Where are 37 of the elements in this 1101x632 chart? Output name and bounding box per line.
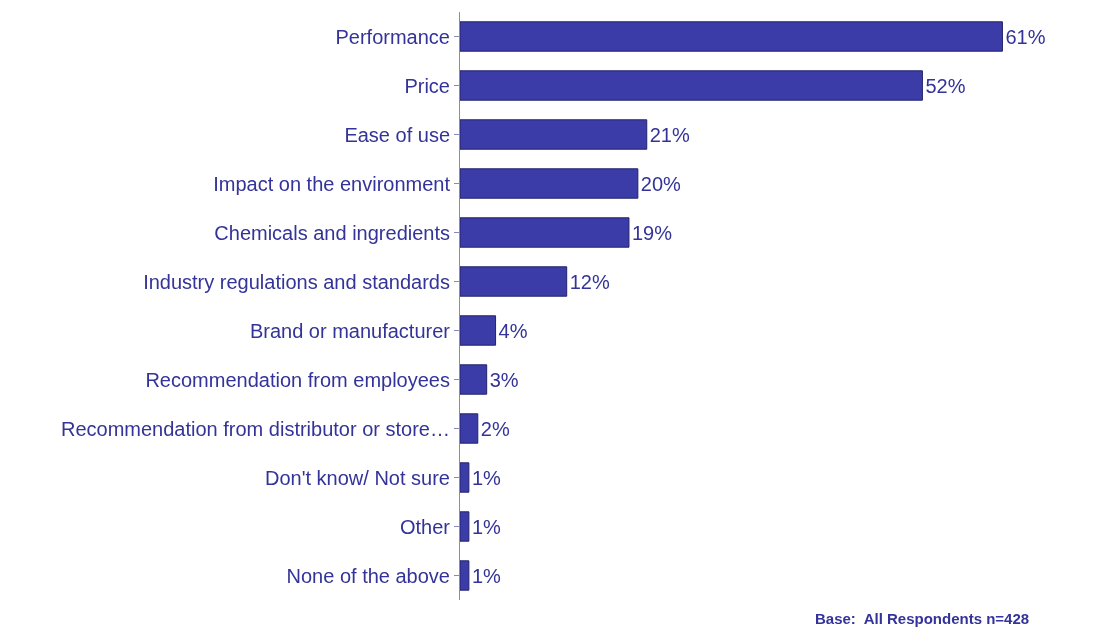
data-label: 61% — [1005, 25, 1046, 48]
y-tick-label: Impact on the environment — [213, 172, 451, 195]
bar — [460, 119, 648, 150]
bar — [460, 21, 1003, 52]
bar — [460, 266, 568, 297]
data-label: 21% — [649, 123, 690, 146]
bar — [460, 462, 470, 493]
data-label: 2% — [480, 417, 510, 440]
data-label: 20% — [640, 172, 682, 195]
bar — [460, 217, 630, 248]
data-label: 19% — [631, 221, 673, 244]
y-tick-label: Don't know/ Not sure — [264, 466, 450, 489]
y-tick-label: Brand or manufacturer — [249, 319, 451, 342]
y-tick-label: Price — [404, 74, 450, 97]
bar — [460, 168, 639, 199]
bar — [460, 364, 488, 395]
text: Base: All Respondents n=428 — [815, 610, 1030, 627]
bar — [460, 315, 497, 346]
bar — [460, 70, 923, 101]
y-tick-label: Recommendation from employees — [145, 368, 450, 391]
data-label: 4% — [498, 319, 528, 342]
data-label: 3% — [489, 368, 519, 391]
bar — [460, 413, 479, 444]
bar — [460, 511, 470, 542]
y-tick-label: Ease of use — [344, 123, 450, 146]
data-label: 12% — [569, 270, 610, 293]
y-tick-label: None of the above — [286, 564, 450, 587]
bar — [460, 560, 470, 591]
y-tick-label: Performance — [335, 25, 450, 48]
y-tick-label: Recommendation from distributor or store… — [60, 417, 450, 440]
y-tick-label: Other — [399, 515, 451, 538]
data-label: 1% — [471, 515, 502, 538]
data-label: 1% — [471, 564, 502, 587]
data-label: 52% — [925, 74, 966, 97]
y-tick-label: Chemicals and ingredients — [214, 221, 450, 244]
data-label: 1% — [471, 466, 502, 489]
y-tick-label: Industry regulations and standards — [143, 270, 450, 293]
